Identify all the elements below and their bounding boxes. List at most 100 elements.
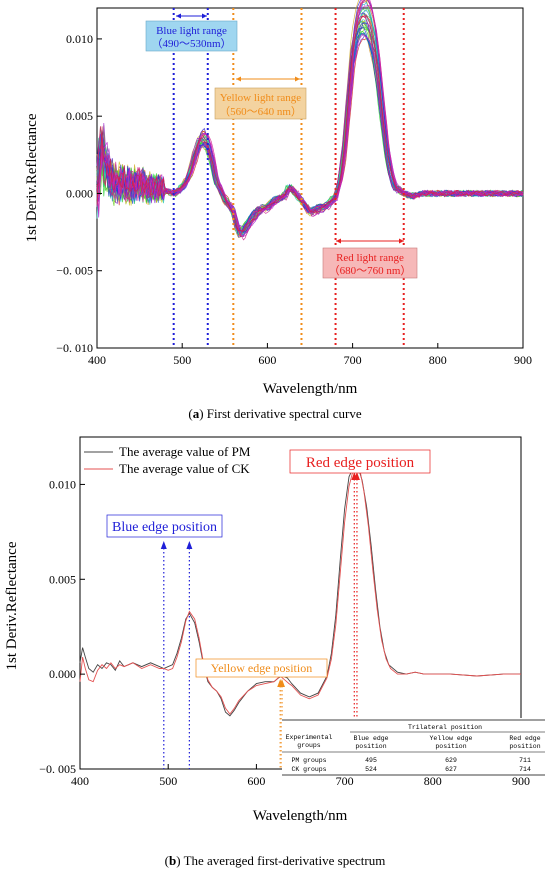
table-row-pm-red: 711: [519, 757, 531, 764]
spectrum-curve: [96, 20, 524, 232]
series-line-pm: [79, 464, 521, 717]
panel-b-x-axis-label: Wavelength/nm: [253, 808, 348, 824]
yellow-range-arrowhead-left: [236, 76, 241, 82]
panel-b-y-axis-label: 1st Deriv.Reflectance: [4, 541, 20, 670]
edge-position-arrowhead: [160, 541, 167, 549]
panel-b-edge-markers: [160, 472, 360, 769]
x-tick-label: 900: [512, 774, 530, 788]
spectrum-curve: [96, 19, 524, 235]
panel-a-caption-letter: a: [193, 406, 200, 421]
table-background: [282, 718, 545, 776]
table-group-header-line1: Experimental: [286, 734, 333, 741]
spectrum-curve: [96, 20, 524, 235]
spectrum-curve: [96, 26, 524, 234]
spectrum-curve: [96, 32, 524, 233]
blue-range-label-line1: Blue light range: [156, 25, 227, 37]
red-range-box: [322, 247, 418, 279]
spectrum-curve: [96, 0, 524, 241]
y-tick-label: 0.010: [66, 32, 93, 46]
spectrum-curve: [96, 28, 524, 232]
red-range-annotation: Red light range （680～760 nm）: [322, 238, 418, 279]
legend-pm-label: The average value of PM: [119, 444, 251, 459]
panel-b-caption-letter: b: [169, 853, 176, 868]
spectrum-curve: [96, 15, 524, 232]
panel-a-caption-open: (: [188, 406, 192, 421]
panel-b-series: [79, 464, 521, 717]
y-tick-label: 0.005: [66, 109, 93, 123]
spectrum-curve: [96, 31, 524, 233]
panel-b-legend: The average value of PM The average valu…: [84, 444, 251, 476]
red-range-label-line2: （680～760 nm）: [329, 264, 412, 277]
spectrum-curve: [96, 20, 524, 236]
panel-a-spectra: [96, 0, 524, 241]
y-tick-label: −0. 005: [56, 264, 93, 278]
table-row-ck-group: CK groups: [291, 766, 326, 773]
table-header-red-line2: position: [509, 743, 540, 750]
table-row-ck-blue: 524: [365, 766, 377, 773]
panel-a-caption-close: ): [199, 406, 203, 421]
edge-position-arrowhead: [353, 472, 360, 480]
table-header-blue-line2: position: [355, 743, 386, 750]
blue-edge-label-box: [106, 514, 223, 538]
red-range-arrowhead-left: [336, 238, 341, 244]
yellow-range-annotation: Yellow light range （560～640 nm）: [214, 76, 307, 120]
blue-range-annotation: Blue light range （490～530nm）: [145, 13, 238, 52]
red-edge-label: Red edge position: [306, 455, 415, 471]
panel-a-y-axis-label: 1st Deriv.Reflectance: [24, 113, 40, 242]
y-tick-label: 0.000: [66, 186, 93, 200]
table-header-blue-line1: Blue edge: [353, 735, 388, 742]
yellow-range-box: [214, 87, 307, 120]
spectrum-curve: [96, 26, 524, 232]
blue-range-box: [145, 20, 238, 52]
x-tick-label: 500: [173, 353, 191, 367]
spectrum-curve: [96, 33, 524, 231]
y-tick-label: 0.000: [49, 667, 76, 681]
panel-a-x-axis-label: Wavelength/nm: [263, 381, 358, 397]
panel-a: 400 500 600 700 800 900 −0. 010 −0. 005 0.000 0.…: [24, 0, 532, 421]
spectrum-curve: [96, 32, 524, 233]
y-tick-label: −0. 005: [39, 762, 76, 776]
spectrum-curve: [96, 22, 524, 234]
yellow-range-label-line2: （560～640 nm）: [219, 105, 302, 118]
spectrum-curve: [96, 24, 524, 233]
spectrum-curve: [96, 22, 524, 232]
legend-ck-label: The average value of CK: [119, 461, 250, 476]
series-line-ck: [79, 464, 521, 715]
x-tick-label: 800: [424, 774, 442, 788]
spectrum-curve: [96, 33, 524, 233]
blue-range-label-line2: （490～530nm）: [151, 37, 231, 50]
red-edge-label-box: [289, 449, 431, 474]
x-tick-label: 700: [336, 774, 354, 788]
blue-range-arrowhead-left: [176, 13, 181, 19]
table-header-yellow-line1: Yellow edge: [430, 735, 473, 742]
panel-b-y-ticks: −0. 005 0.000 0.005 0.010: [39, 477, 85, 776]
x-tick-label: 900: [514, 353, 532, 367]
spectrum-curve: [96, 31, 524, 230]
table-row-ck-yellow: 627: [445, 766, 457, 773]
blue-edge-label: Blue edge position: [112, 520, 217, 535]
edge-position-arrowhead: [186, 541, 193, 549]
y-tick-label: 0.010: [49, 477, 76, 491]
table-header-yellow-line2: position: [435, 743, 466, 750]
panel-a-y-ticks: −0. 010 −0. 005 0.000 0.005 0.010: [56, 32, 102, 355]
x-tick-label: 400: [88, 353, 106, 367]
panel-a-range-lines: [172, 8, 405, 348]
yellow-edge-label-box: [195, 658, 328, 678]
yellow-range-label-line1: Yellow light range: [220, 92, 301, 104]
spectrum-curve: [96, 20, 524, 235]
x-tick-label: 500: [159, 774, 177, 788]
table-group-header-line2: groups: [297, 742, 321, 749]
red-range-label-line1: Red light range: [336, 252, 404, 264]
edge-position-arrowhead: [278, 679, 285, 687]
panel-b-caption-text: ) The averaged first-derivative spectrum: [176, 853, 385, 868]
table-row-ck-red: 714: [519, 766, 531, 773]
x-tick-label: 700: [344, 353, 362, 367]
yellow-range-arrowhead-right: [295, 76, 300, 82]
panel-a-x-ticks: 400 500 600 700 800 900: [88, 343, 532, 367]
x-tick-label: 600: [258, 353, 276, 367]
panel-b-caption: (b) The averaged first-derivative spectr…: [165, 853, 386, 868]
red-range-arrowhead-right: [399, 238, 404, 244]
spectrum-curve: [96, 38, 524, 230]
y-tick-label: −0. 010: [56, 341, 93, 355]
